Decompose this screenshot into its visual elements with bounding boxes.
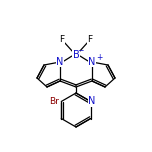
Text: Br: Br xyxy=(49,97,59,106)
Text: B: B xyxy=(73,50,79,60)
Text: −: − xyxy=(77,47,83,55)
Text: +: + xyxy=(96,54,102,62)
Text: F: F xyxy=(59,36,65,45)
Text: N: N xyxy=(88,97,95,107)
Text: N: N xyxy=(88,57,96,67)
Text: F: F xyxy=(87,36,93,45)
Text: N: N xyxy=(56,57,64,67)
